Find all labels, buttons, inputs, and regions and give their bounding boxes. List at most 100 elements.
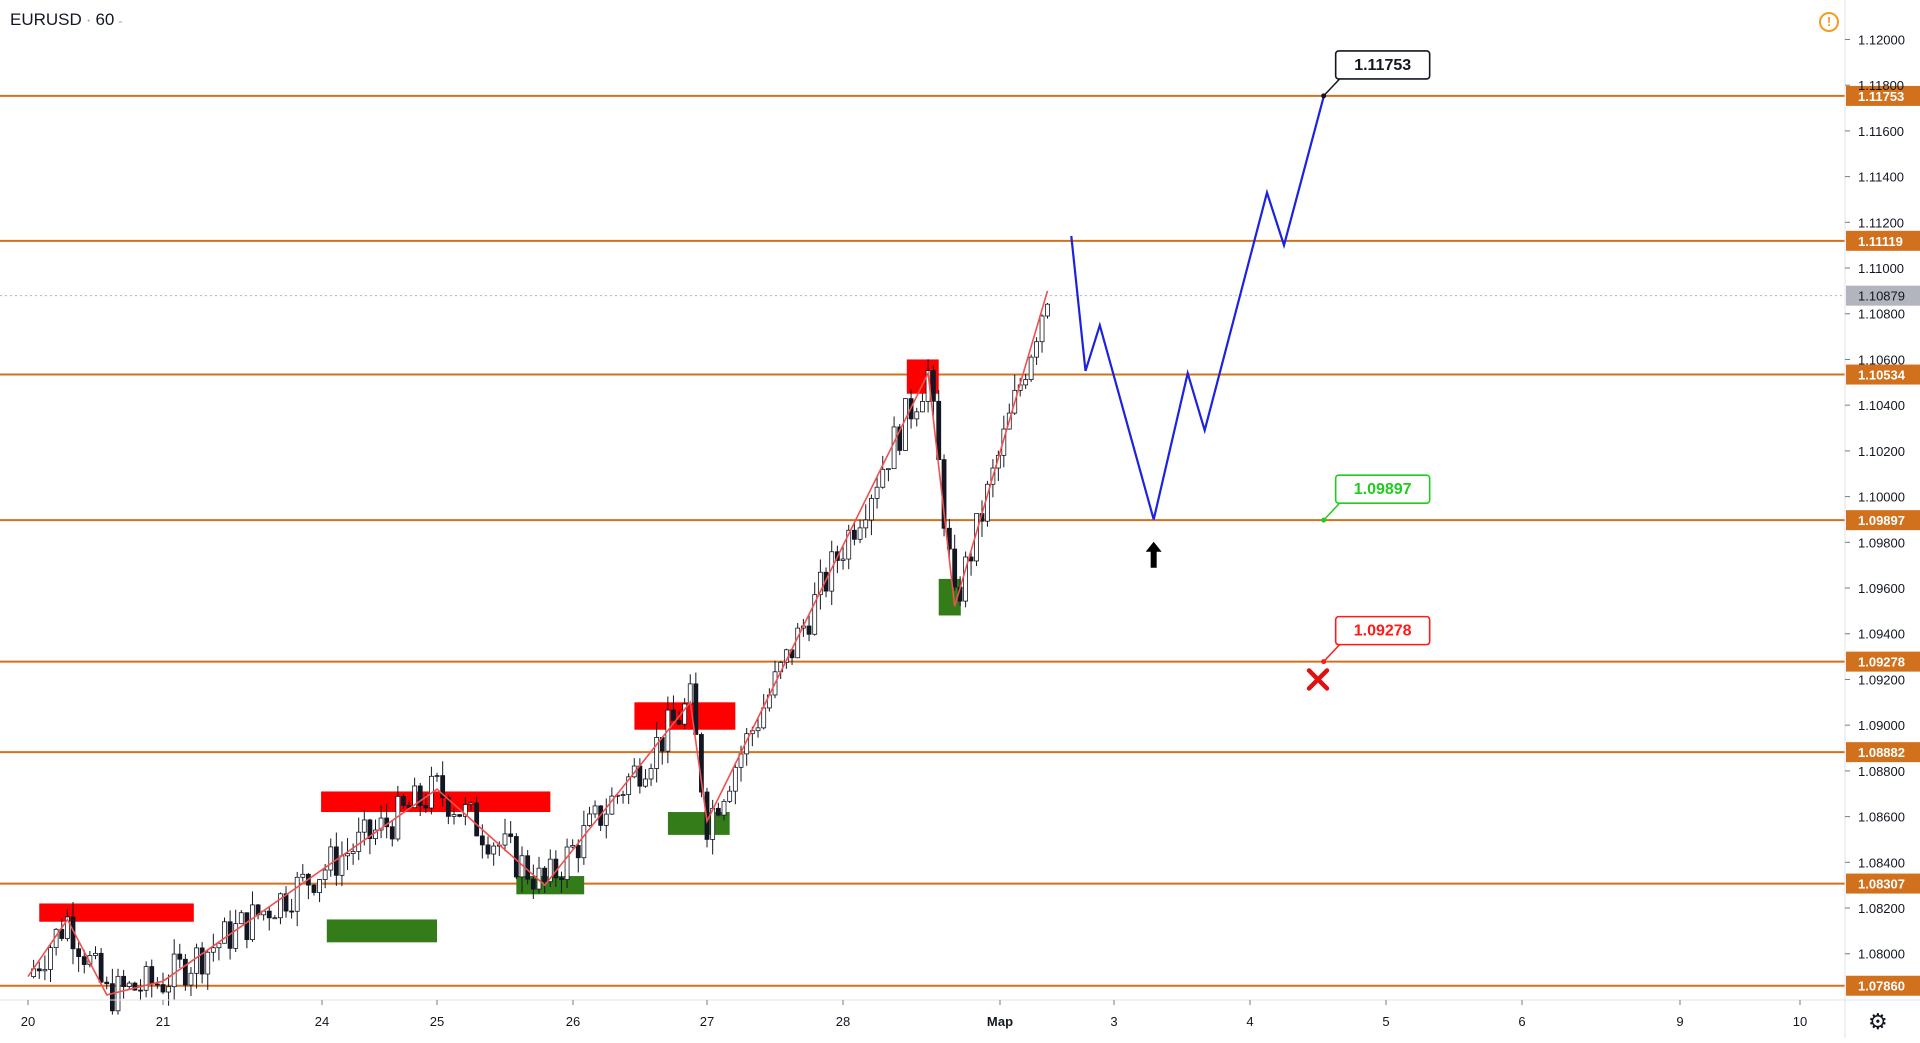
- gear-icon[interactable]: ⚙: [1868, 1009, 1888, 1034]
- candle-body: [451, 814, 457, 817]
- candle-body: [626, 776, 632, 795]
- level-price-label: 1.08307: [1858, 877, 1905, 892]
- level-price-label: 1.11753: [1858, 89, 1904, 104]
- x-tick-label: 9: [1676, 1014, 1683, 1029]
- candle-body: [592, 805, 598, 815]
- y-tick-label: 1.08400: [1858, 855, 1905, 870]
- x-tick-label: 21: [156, 1014, 170, 1029]
- candle-body: [869, 498, 874, 521]
- supply-zone[interactable]: [321, 791, 551, 813]
- candle-body: [283, 893, 289, 912]
- y-tick-label: 1.10400: [1858, 398, 1905, 413]
- callout-label-target[interactable]: 1.11753: [1354, 57, 1411, 74]
- candle-body: [361, 819, 367, 833]
- candle-body: [952, 548, 958, 588]
- x-tick-label: 24: [315, 1014, 329, 1029]
- warning-circle-icon[interactable]: !: [1819, 12, 1839, 32]
- candle-body: [138, 989, 143, 992]
- candle-body: [795, 627, 801, 659]
- projection-path[interactable]: [1070, 96, 1325, 520]
- zigzag-line[interactable]: [27, 290, 1049, 996]
- candle-body: [109, 983, 115, 1012]
- candle-body: [238, 912, 244, 925]
- candle-body: [98, 952, 104, 983]
- y-tick-label: 1.09000: [1858, 718, 1905, 733]
- candle-body: [93, 952, 98, 956]
- candle-body: [171, 953, 177, 988]
- current-price-label: 1.10879: [1858, 289, 1905, 304]
- callout-box-target[interactable]: [1334, 50, 1431, 80]
- candle-body: [1045, 303, 1050, 317]
- candle-body: [891, 426, 897, 470]
- candle-body: [445, 797, 451, 817]
- candle-body: [637, 765, 643, 787]
- x-tick-label: 25: [430, 1014, 444, 1029]
- level-price-label: 1.11119: [1858, 234, 1903, 249]
- candle-body: [311, 884, 317, 893]
- y-tick-label: 1.08600: [1858, 810, 1905, 825]
- candle-body: [903, 398, 908, 451]
- candle-body: [530, 878, 536, 890]
- level-price-tag: [1846, 873, 1920, 894]
- candle-body: [1023, 379, 1029, 386]
- candle-body: [474, 802, 480, 837]
- candle-body: [154, 983, 160, 986]
- x-tick-label: 27: [700, 1014, 714, 1029]
- current-price-tag: [1846, 285, 1920, 306]
- y-tick-label: 1.11000: [1858, 261, 1904, 276]
- candle-body: [300, 873, 306, 878]
- x-tick-label: 10: [1793, 1014, 1807, 1029]
- level-price-label: 1.08882: [1858, 745, 1905, 760]
- y-tick-label: 1.09200: [1858, 672, 1905, 687]
- candle-body: [205, 951, 211, 975]
- candle-body: [188, 972, 194, 986]
- candle-body: [216, 942, 222, 949]
- zigzag-layer[interactable]: [27, 290, 1049, 996]
- callout-anchor-entry: [1321, 517, 1327, 523]
- x-tick-label: 5: [1382, 1014, 1389, 1029]
- projection-layer[interactable]: [1070, 96, 1325, 520]
- candle-body: [462, 804, 468, 817]
- candle-body: [177, 953, 183, 960]
- candle-body: [508, 833, 514, 837]
- symbol-name: EURUSD: [10, 10, 82, 29]
- x-tick-label: Мар: [987, 1014, 1013, 1029]
- annotations-layer[interactable]: 1.11753 1.09897 1.09278: [1145, 50, 1431, 691]
- callout-box-stop[interactable]: [1334, 615, 1431, 646]
- symbol-header[interactable]: EURUSD · 60-: [10, 10, 122, 30]
- candle-body: [199, 947, 205, 975]
- separator-dot: ·: [85, 10, 92, 29]
- demand-zone[interactable]: [326, 919, 437, 943]
- candle-body: [564, 846, 570, 880]
- x-tick-label: 4: [1246, 1014, 1253, 1029]
- level-price-label: 1.07860: [1858, 979, 1905, 994]
- candle-body: [294, 876, 300, 912]
- candle-body: [42, 969, 48, 972]
- candle-body: [931, 370, 936, 402]
- candle-body: [587, 813, 592, 826]
- callout-label-stop[interactable]: 1.09278: [1354, 623, 1412, 640]
- candle-body: [851, 529, 857, 540]
- supply-zone[interactable]: [39, 903, 194, 922]
- x-tick-label: 20: [21, 1014, 35, 1029]
- candle-body: [513, 836, 519, 878]
- candle-body: [525, 855, 531, 880]
- y-tick-label: 1.11600: [1858, 124, 1904, 139]
- candle-body: [570, 845, 576, 848]
- candle-body: [350, 851, 356, 854]
- candle-body: [345, 853, 350, 857]
- callout-label-entry[interactable]: 1.09897: [1354, 481, 1412, 498]
- candle-body: [322, 869, 328, 880]
- candle-body: [914, 411, 920, 420]
- callout-box-entry[interactable]: [1334, 474, 1431, 504]
- candle-body: [846, 529, 852, 560]
- level-price-tag: [1846, 364, 1920, 385]
- candle-body: [806, 625, 812, 635]
- candle-body: [897, 426, 903, 451]
- x-tick-label: 28: [836, 1014, 850, 1029]
- candle-body: [81, 956, 87, 965]
- candle-body: [143, 966, 149, 991]
